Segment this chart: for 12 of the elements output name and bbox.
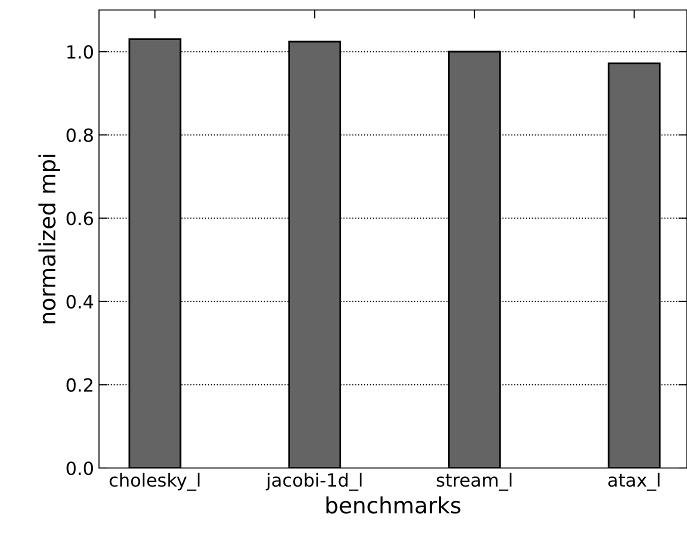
x-tick-label: atax_l	[608, 472, 660, 491]
y-tick-label: 0.0	[66, 461, 93, 476]
x-tick-label: stream_l	[436, 472, 512, 491]
x-axis-title: benchmarks	[326, 496, 460, 514]
y-tick-label: 0.4	[66, 294, 94, 309]
y-tick-label: 1.0	[67, 45, 93, 59]
y-tick-label: 0.2	[66, 378, 92, 392]
y-tick-label: 0.6	[66, 212, 94, 226]
y-tick-label: 0.8	[66, 128, 93, 142]
x-tick-label: jacobi-1d_l	[266, 472, 362, 491]
y-axis-title: normalized mpi	[38, 154, 60, 324]
x-tick-label: cholesky_l	[110, 472, 200, 491]
